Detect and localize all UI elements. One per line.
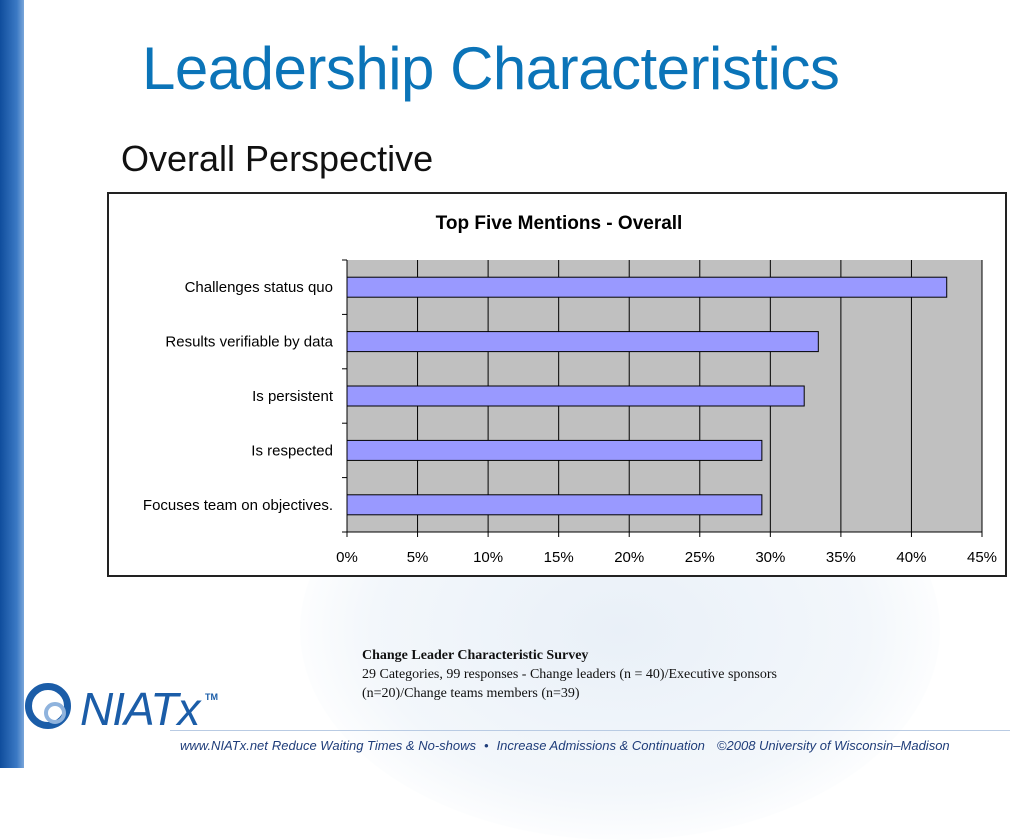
- x-tick-label: 5%: [407, 549, 429, 566]
- x-tick-label: 0%: [336, 549, 358, 566]
- y-category-label: Is persistent: [252, 388, 334, 405]
- y-category-label: Is respected: [251, 442, 333, 459]
- bar: [346, 494, 763, 516]
- bar: [346, 439, 763, 461]
- bar: [346, 331, 819, 353]
- slide-subtitle: Overall Perspective: [121, 138, 434, 179]
- footer-tagline-2: Increase Admissions & Continuation: [496, 738, 705, 753]
- survey-note-title: Change Leader Characteristic Survey: [362, 648, 589, 663]
- footer-url: www.NIATx.net: [180, 738, 268, 753]
- bar: [346, 385, 805, 407]
- x-tick-label: 15%: [544, 549, 574, 566]
- survey-note-line2: (n=20)/Change teams members (n=39): [362, 686, 580, 701]
- x-tick-label: 25%: [685, 549, 715, 566]
- bar-chart: Top Five Mentions - Overall 0% 5% 10% 15% 20%…: [143, 213, 997, 566]
- trademark-mark: TM: [205, 692, 218, 702]
- chart-container: Top Five Mentions - Overall 0% 5% 10% 15% 20%…: [107, 192, 1007, 577]
- x-tick-label: 10%: [473, 549, 503, 566]
- footer-bullet: •: [484, 738, 489, 753]
- lifesaver-ring-icon: [25, 683, 71, 729]
- x-tick-label: 35%: [826, 549, 856, 566]
- footer-copyright: ©2008 University of Wisconsin–Madison: [716, 738, 950, 753]
- x-tick-label: 40%: [896, 549, 926, 566]
- survey-note: Change Leader Characteristic Survey 29 C…: [362, 646, 862, 703]
- y-category-label: Challenges status quo: [185, 279, 333, 296]
- footer-divider: [170, 730, 1010, 731]
- survey-note-line1: 29 Categories, 99 responses - Change lea…: [362, 667, 777, 682]
- logo-wordmark: NIATx: [80, 683, 200, 735]
- footer-tagline-1: Reduce Waiting Times & No-shows: [271, 738, 476, 753]
- x-tick-label: 20%: [614, 549, 644, 566]
- slide-title: Leadership Characteristics: [142, 35, 840, 102]
- y-category-label: Focuses team on objectives.: [143, 497, 333, 514]
- x-tick-label: 45%: [967, 549, 997, 566]
- bar: [346, 276, 948, 298]
- niatx-logo: NIATx: [22, 680, 222, 740]
- left-decorative-band: [0, 0, 24, 768]
- footer: www.NIATx.net Reduce Waiting Times & No-…: [180, 738, 1000, 753]
- chart-title: Top Five Mentions - Overall: [436, 213, 683, 234]
- x-tick-label: 30%: [755, 549, 785, 566]
- y-category-label: Results verifiable by data: [165, 334, 333, 351]
